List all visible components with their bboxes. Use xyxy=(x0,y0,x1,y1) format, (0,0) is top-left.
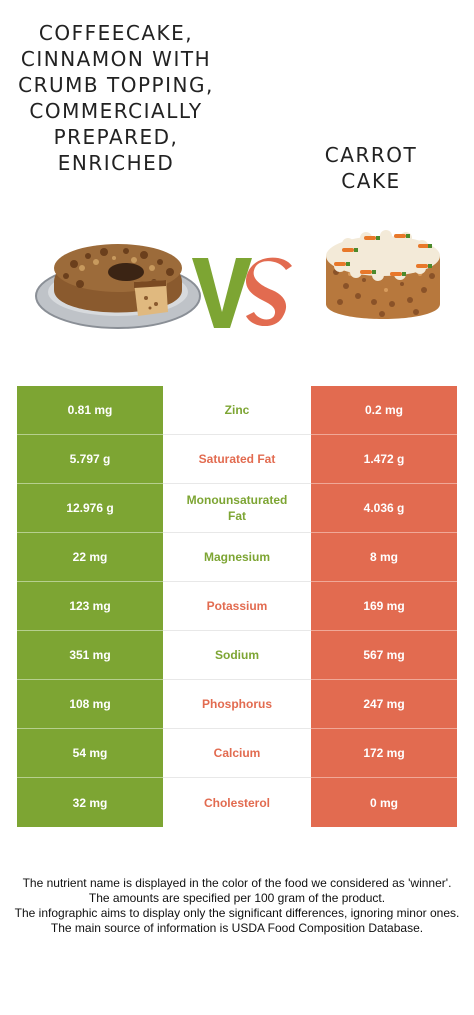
right-value: 0.2 mg xyxy=(311,386,457,435)
left-value: 12.976 g xyxy=(17,484,163,533)
right-value: 0 mg xyxy=(311,778,457,827)
footer-line: The main source of information is USDA F… xyxy=(50,921,424,935)
right-value: 172 mg xyxy=(311,729,457,778)
table-row: 351 mg Sodium 567 mg xyxy=(17,631,457,680)
footer-line: The nutrient name is displayed in the co… xyxy=(22,876,452,890)
food-right-title: Carrot cake xyxy=(324,143,418,193)
left-value: 5.797 g xyxy=(17,435,163,484)
right-value: 247 mg xyxy=(311,680,457,729)
nutrient-name: Monounsaturated Fat xyxy=(163,484,311,533)
left-value: 108 mg xyxy=(17,680,163,729)
left-value: 0.81 mg xyxy=(17,386,163,435)
right-value: 8 mg xyxy=(311,533,457,582)
table-row: 0.81 mg Zinc 0.2 mg xyxy=(17,386,457,435)
nutrient-name: Saturated Fat xyxy=(163,435,311,484)
footer-line: The infographic aims to display only the… xyxy=(14,906,460,920)
nutrient-name: Zinc xyxy=(163,386,311,435)
nutrient-name: Magnesium xyxy=(163,533,311,582)
right-value: 4.036 g xyxy=(311,484,457,533)
right-value: 169 mg xyxy=(311,582,457,631)
nutrient-name: Potassium xyxy=(163,582,311,631)
left-value: 123 mg xyxy=(17,582,163,631)
coffeecake-image xyxy=(35,244,201,329)
vs-graphic xyxy=(192,257,292,328)
table-row: 32 mg Cholesterol 0 mg xyxy=(17,778,457,827)
left-value: 22 mg xyxy=(17,533,163,582)
right-value: 567 mg xyxy=(311,631,457,680)
left-value: 351 mg xyxy=(17,631,163,680)
right-value: 1.472 g xyxy=(311,435,457,484)
table-row: 22 mg Magnesium 8 mg xyxy=(17,533,457,582)
nutrient-name: Phosphorus xyxy=(163,680,311,729)
comparison-table: 0.81 mg Zinc 0.2 mg 5.797 g Saturated Fa… xyxy=(17,386,457,827)
food-left-title: Coffeecake, cinnamon with crumb topping,… xyxy=(18,21,214,175)
table-row: 12.976 g Monounsaturated Fat 4.036 g xyxy=(17,484,457,533)
nutrient-name: Sodium xyxy=(163,631,311,680)
table-row: 108 mg Phosphorus 247 mg xyxy=(17,680,457,729)
nutrient-name: Cholesterol xyxy=(163,778,311,827)
table-row: 123 mg Potassium 169 mg xyxy=(17,582,457,631)
footer-line: The amounts are specified per 100 gram o… xyxy=(88,891,386,905)
table-row: 5.797 g Saturated Fat 1.472 g xyxy=(17,435,457,484)
nutrient-name: Calcium xyxy=(163,729,311,778)
carrot-cake-image xyxy=(326,230,440,319)
footer-notes: The nutrient name is displayed in the co… xyxy=(10,876,464,936)
left-value: 54 mg xyxy=(17,729,163,778)
table-row: 54 mg Calcium 172 mg xyxy=(17,729,457,778)
left-value: 32 mg xyxy=(17,778,163,827)
